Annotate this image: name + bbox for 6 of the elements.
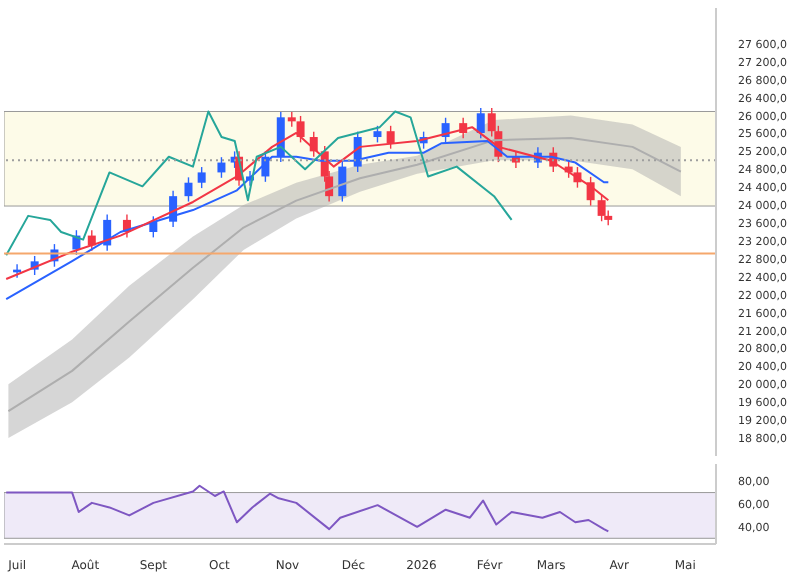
line-series	[5, 484, 610, 533]
candlestick	[184, 176, 193, 203]
candlestick	[338, 160, 347, 203]
candlestick	[217, 156, 226, 179]
line-series	[5, 110, 513, 257]
candlestick	[197, 166, 206, 189]
